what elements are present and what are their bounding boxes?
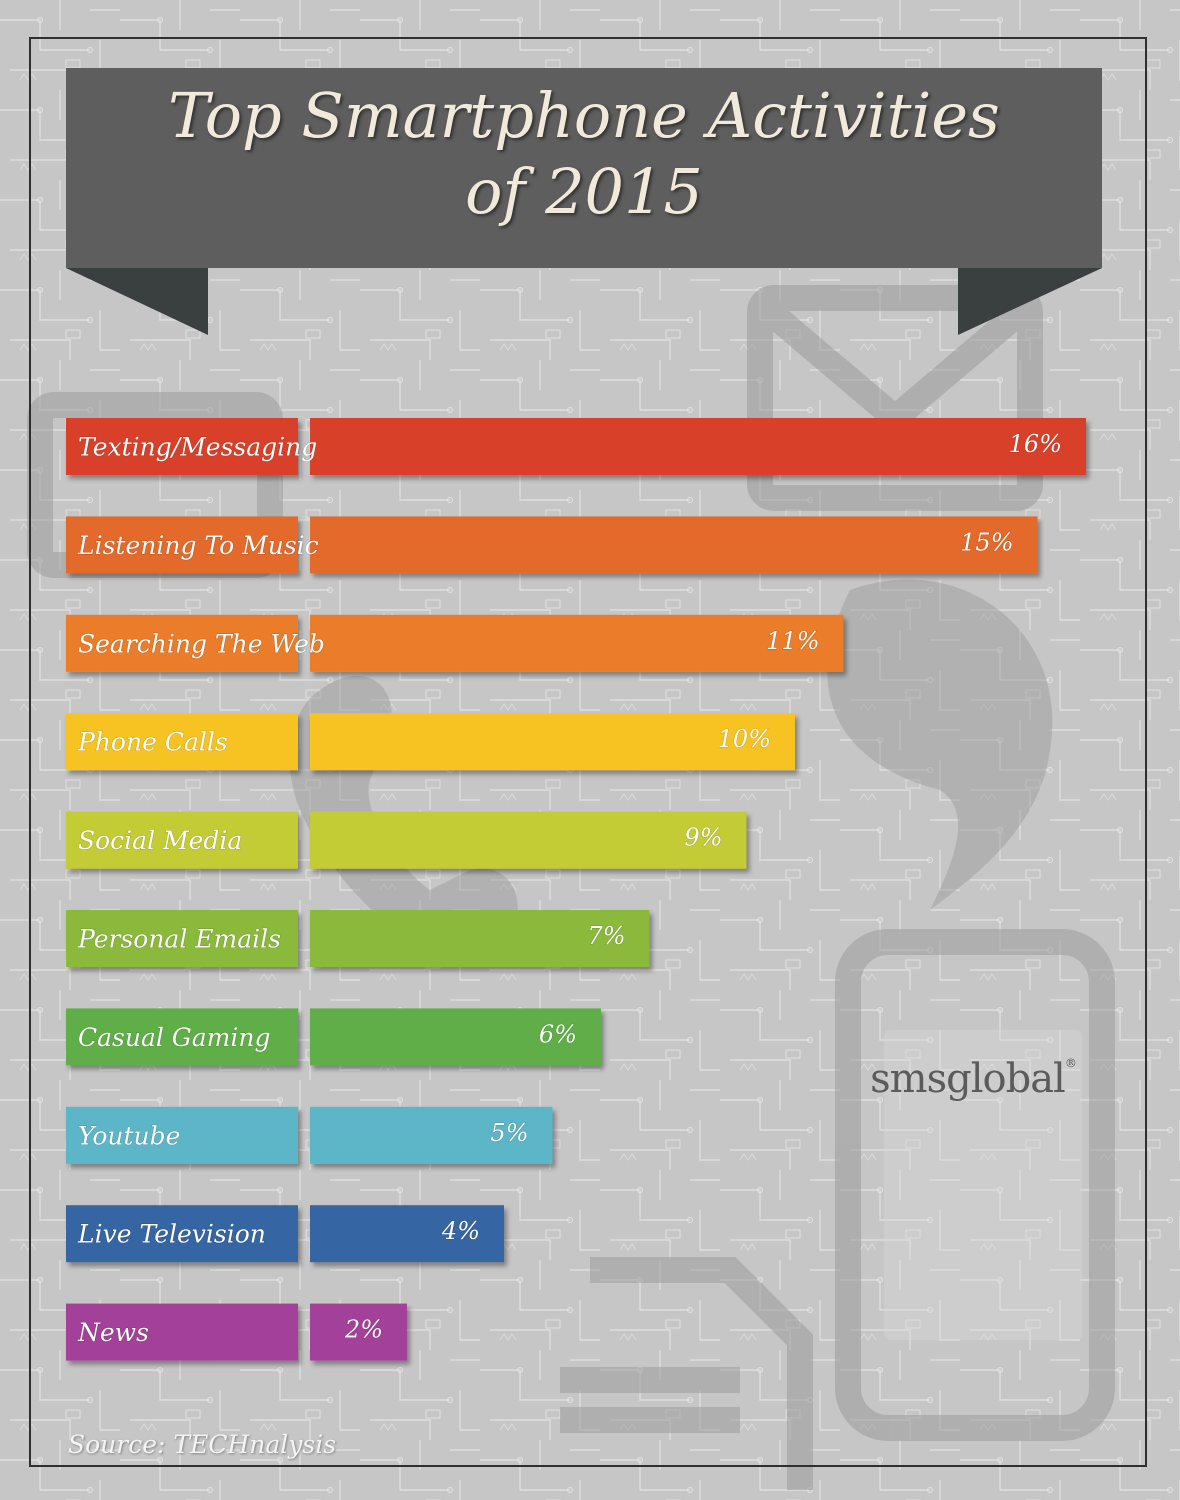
category-label: Searching The Web (78, 629, 325, 658)
banner-right-fold (958, 268, 1102, 335)
category-label: News (77, 1318, 149, 1347)
category-label: Casual Gaming (78, 1023, 271, 1052)
bar-row: Casual Gaming 6% (66, 1008, 601, 1066)
bar-row: Searching The Web 11% (66, 614, 844, 672)
bar (310, 1008, 601, 1066)
bar (310, 910, 650, 967)
chart-title-line-2: of 2015 (465, 155, 703, 228)
bar (310, 1303, 407, 1361)
value-label: 9% (684, 824, 722, 852)
bar (310, 713, 795, 771)
smartphone-screen (884, 1030, 1082, 1340)
brand-name: smsglobal (870, 1056, 1066, 1102)
bar (310, 418, 1086, 475)
value-label: 7% (587, 922, 625, 950)
category-label-box (66, 713, 298, 771)
bar-row: News 2% (66, 1303, 407, 1361)
category-label-box (66, 1303, 298, 1361)
category-label: Youtube (78, 1121, 180, 1150)
category-label-box (66, 418, 298, 475)
category-label-box (66, 910, 298, 967)
title-banner (66, 68, 1102, 335)
category-label-box (66, 516, 298, 574)
bar (310, 516, 1038, 574)
bar-row: Social Media 9% (66, 811, 747, 869)
bar (310, 1205, 504, 1263)
bar-row: Listening To Music 15% (66, 516, 1038, 574)
value-label: 11% (766, 627, 819, 655)
category-label-box (66, 614, 298, 672)
category-label-box (66, 1205, 298, 1263)
bar-row: Youtube 5% (66, 1106, 553, 1164)
value-label: 4% (441, 1217, 480, 1245)
chart-title-line-1: Top Smartphone Activities (168, 79, 1000, 152)
bar-row: Phone Calls 10% (66, 713, 795, 771)
page-frame (29, 37, 1147, 1467)
quote-mark-icon (827, 579, 1053, 910)
category-label: Personal Emails (77, 925, 281, 954)
value-label: 15% (960, 528, 1013, 556)
category-label: Social Media (78, 826, 242, 855)
value-label: 6% (539, 1020, 577, 1048)
bar-row: Texting/Messaging 16% (66, 418, 1086, 475)
bars-layer: Texting/Messaging 16% Listening To Music 15… (66, 418, 1086, 1361)
smartphone-icon (835, 929, 1115, 1441)
document-icon (560, 1257, 813, 1490)
chart-title: Top Smartphone Activities of 2015 (66, 78, 1102, 230)
category-label: Texting/Messaging (78, 433, 317, 462)
value-label: 2% (344, 1316, 383, 1344)
category-label-box (66, 811, 298, 869)
value-label: 5% (490, 1119, 528, 1147)
bar (310, 1106, 553, 1164)
bar-row: Personal Emails 7% (66, 910, 650, 967)
banner-body (66, 68, 1102, 268)
envelope-icon (747, 285, 1043, 511)
bar-row: Live Television 4% (66, 1205, 504, 1263)
source-note: Source: TECHnalysis (68, 1430, 337, 1459)
category-label-box (66, 1008, 298, 1066)
category-label: Listening To Music (77, 531, 319, 560)
category-label-box (66, 1106, 298, 1164)
brand-logo: smsglobal® (868, 1056, 1078, 1102)
bar (310, 614, 844, 672)
banner-left-fold (66, 268, 208, 335)
value-label: 16% (1009, 430, 1062, 458)
category-label: Phone Calls (77, 728, 228, 757)
bar (310, 811, 747, 869)
category-label: Live Television (77, 1220, 266, 1249)
brand-registered-mark: ® (1064, 1056, 1077, 1070)
value-label: 10% (718, 725, 771, 753)
